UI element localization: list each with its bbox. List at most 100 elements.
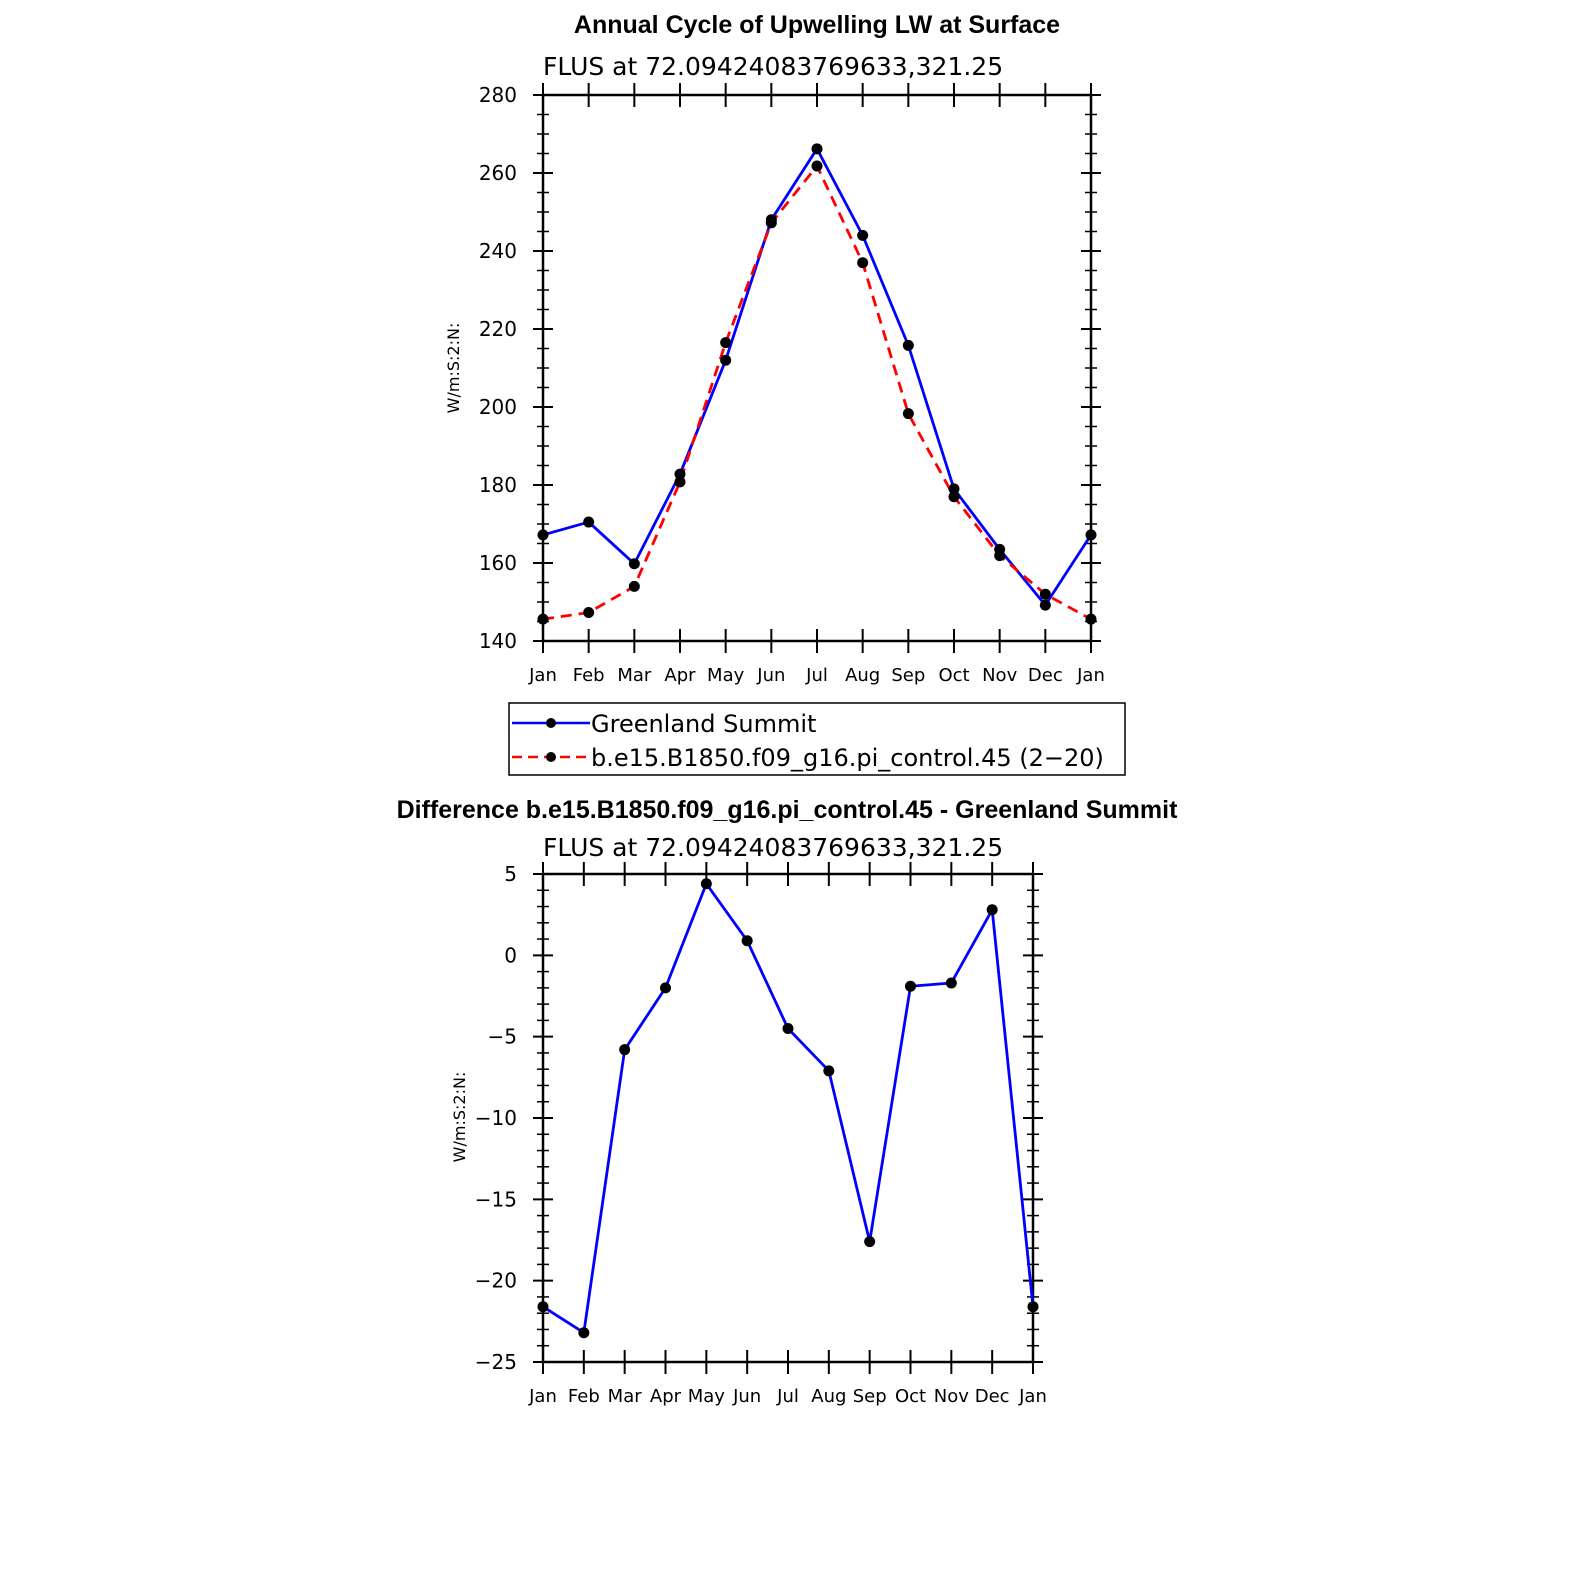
data-point: [674, 476, 686, 488]
x-tick-label: Jan: [528, 1386, 557, 1407]
data-point: [1085, 529, 1097, 541]
data-point: [765, 217, 777, 229]
data-point: [628, 558, 640, 570]
data-point: [741, 935, 753, 947]
y-tick-label: 180: [479, 473, 517, 497]
x-tick-label: Jul: [805, 665, 828, 686]
data-point: [823, 1065, 835, 1077]
plot-axes: [533, 862, 1043, 1374]
y-tick-label: 240: [479, 239, 517, 263]
x-tick-label: Feb: [573, 665, 605, 686]
x-tick-label: Oct: [895, 1386, 926, 1407]
series-points: [537, 143, 1097, 625]
x-tick-label: Jun: [756, 665, 785, 686]
x-tick-label: Jan: [1076, 665, 1105, 686]
data-point: [1085, 613, 1097, 625]
x-tick-labels: Jan Feb Mar Apr May Jun Jul Aug Sep Oct Nov Dec Jan: [528, 1386, 1047, 1407]
data-point: [811, 160, 823, 172]
x-tick-label: Jan: [1018, 1386, 1047, 1407]
data-point: [537, 1301, 549, 1313]
difference-panel: Difference b.e15.B1850.f09_g16.pi_contro…: [397, 796, 1179, 1407]
data-point: [583, 516, 595, 528]
legend-marker-model: [546, 752, 556, 762]
legend: Greenland Summit b.e15.B1850.f09_g16.pi_…: [508, 702, 1126, 776]
data-point: [948, 483, 960, 495]
data-point: [986, 904, 998, 916]
data-point: [628, 580, 640, 592]
x-tick-label: Aug: [811, 1386, 846, 1407]
data-point: [720, 354, 732, 366]
y-tick-label: −25: [475, 1350, 517, 1374]
x-tick-label: Jan: [528, 665, 557, 686]
data-point: [864, 1236, 876, 1248]
data-point: [1027, 1301, 1039, 1313]
y-axis-label: W/m:S:2:N:: [450, 1072, 469, 1163]
x-tick-label: Dec: [1028, 665, 1063, 686]
data-point: [902, 339, 914, 351]
chart-subtitle: FLUS at 72.09424083769633,321.25: [543, 833, 1003, 862]
x-tick-label: May: [688, 1386, 726, 1407]
data-point: [578, 1327, 590, 1339]
y-tick-label: 220: [479, 317, 517, 341]
legend-label-model: b.e15.B1850.f09_g16.pi_control.45 (2−20): [591, 744, 1104, 772]
data-point: [905, 980, 916, 992]
x-tick-label: Mar: [608, 1386, 643, 1407]
data-point: [660, 982, 671, 994]
x-tick-label: Dec: [975, 1386, 1010, 1407]
y-tick-label: 280: [479, 83, 517, 107]
x-tick-label: Oct: [938, 665, 969, 686]
annual-cycle-panel: Annual Cycle of Upwelling LW at Surface …: [444, 11, 1105, 686]
data-point: [945, 977, 957, 989]
y-tick-label: −10: [475, 1106, 517, 1130]
series-line-observed: [542, 147, 1093, 607]
data-point: [857, 229, 869, 241]
series-line-model: [542, 164, 1092, 621]
y-tick-label: −15: [475, 1187, 517, 1211]
y-tick-label: 200: [479, 395, 517, 419]
x-tick-label: Apr: [650, 1386, 682, 1407]
data-point: [811, 143, 823, 155]
chart-subtitle: FLUS at 72.09424083769633,321.25: [543, 52, 1003, 81]
data-point: [902, 408, 914, 420]
legend-box: [508, 702, 1126, 776]
x-tick-label: May: [707, 665, 745, 686]
legend-marker-observed: [546, 718, 556, 728]
data-point: [782, 1023, 794, 1035]
x-tick-label: Nov: [934, 1386, 969, 1407]
y-tick-label: 0: [504, 943, 517, 967]
data-point: [619, 1044, 631, 1056]
plot-frame: [541, 872, 1035, 1364]
data-point: [857, 257, 869, 269]
y-tick-label: −5: [488, 1025, 517, 1049]
series-points: [537, 878, 1039, 1339]
data-point: [583, 607, 595, 619]
chart-title: Difference b.e15.B1850.f09_g16.pi_contro…: [397, 796, 1179, 824]
y-tick-label: 260: [479, 161, 517, 185]
data-point: [1039, 588, 1051, 600]
x-tick-label: Sep: [853, 1386, 887, 1407]
x-tick-label: Feb: [568, 1386, 600, 1407]
x-tick-label: Nov: [982, 665, 1017, 686]
x-tick-label: Apr: [664, 665, 696, 686]
y-tick-label: 140: [479, 629, 517, 653]
x-tick-labels: Jan Feb Mar Apr May Jun Jul Aug Sep Oct Nov Dec Jan: [528, 665, 1105, 686]
y-tick-label: 5: [504, 862, 517, 886]
x-tick-label: Jun: [732, 1386, 761, 1407]
data-point: [948, 491, 960, 503]
series-line-observed: [542, 882, 1035, 1335]
data-point: [720, 337, 732, 349]
data-point: [537, 529, 549, 541]
series-lines: [542, 147, 1093, 621]
y-tick-label: 160: [479, 551, 517, 575]
plot-axes: [533, 83, 1101, 653]
data-point: [700, 878, 712, 890]
legend-label-observed: Greenland Summit: [591, 710, 816, 738]
x-tick-label: Jul: [776, 1386, 799, 1407]
y-axis-label: W/m:S:2:N:: [444, 323, 463, 414]
x-tick-label: Sep: [891, 665, 925, 686]
data-point: [1039, 599, 1051, 611]
y-tick-labels: 140 160 180 200 220 240 260 280: [479, 83, 517, 653]
x-tick-label: Mar: [617, 665, 652, 686]
series-lines: [542, 882, 1035, 1335]
